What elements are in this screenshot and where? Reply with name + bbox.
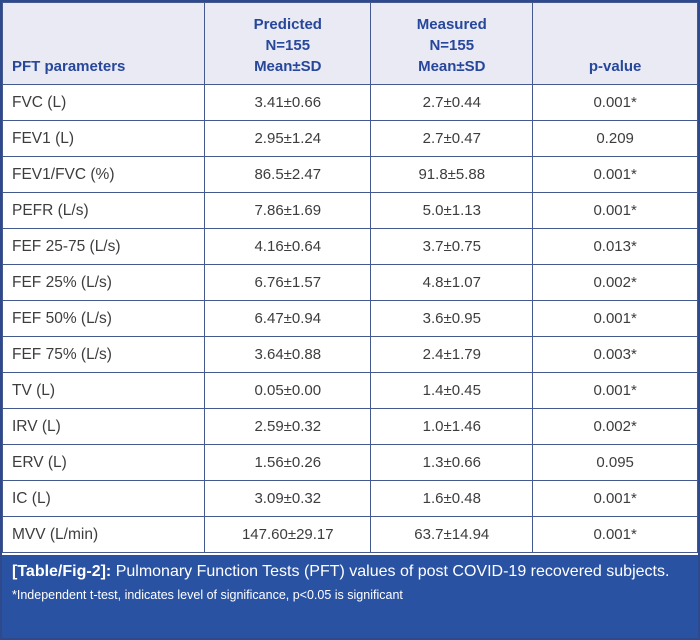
measured-cell: 4.8±1.07	[370, 264, 534, 301]
predicted-cell: 3.09±0.32	[204, 480, 372, 517]
measured-cell: 2.7±0.44	[370, 84, 534, 121]
measured-cell: 2.7±0.47	[370, 120, 534, 157]
param-cell: IC (L)	[1, 480, 206, 517]
table-row: TV (L) 0.05±0.00 1.4±0.45 0.001*	[1, 372, 698, 409]
p-value-cell: 0.001*	[532, 300, 698, 337]
table-header: PFT parameters Predicted N=155 Mean±SD M…	[1, 2, 698, 85]
predicted-cell: 2.95±1.24	[204, 120, 372, 157]
p-value-cell: 0.209	[532, 120, 698, 157]
param-cell: FEF 25-75 (L/s)	[1, 228, 206, 265]
table-body: FVC (L) 3.41±0.66 2.7±0.44 0.001* FEV1 (…	[1, 84, 698, 553]
predicted-cell: 86.5±2.47	[204, 156, 372, 193]
p-value-cell: 0.001*	[532, 192, 698, 229]
table-row: FEF 50% (L/s) 6.47±0.94 3.6±0.95 0.001*	[1, 300, 698, 337]
measured-cell: 5.0±1.13	[370, 192, 534, 229]
predicted-cell: 6.47±0.94	[204, 300, 372, 337]
header-measured: Measured N=155 Mean±SD	[370, 2, 534, 85]
measured-cell: 1.4±0.45	[370, 372, 534, 409]
param-cell: TV (L)	[1, 372, 206, 409]
p-value-cell: 0.002*	[532, 264, 698, 301]
predicted-cell: 6.76±1.57	[204, 264, 372, 301]
predicted-cell: 4.16±0.64	[204, 228, 372, 265]
header-pft-parameters: PFT parameters	[1, 2, 206, 85]
header-p-value: p-value	[532, 2, 698, 85]
p-value-cell: 0.002*	[532, 408, 698, 445]
header-predicted: Predicted N=155 Mean±SD	[204, 2, 372, 85]
pft-table: PFT parameters Predicted N=155 Mean±SD M…	[1, 2, 698, 553]
p-value-cell: 0.001*	[532, 156, 698, 193]
predicted-cell: 3.41±0.66	[204, 84, 372, 121]
table-row: FEF 25-75 (L/s) 4.16±0.64 3.7±0.75 0.013…	[1, 228, 698, 265]
table-row: FEF 75% (L/s) 3.64±0.88 2.4±1.79 0.003*	[1, 336, 698, 373]
table-row: FEV1/FVC (%) 86.5±2.47 91.8±5.88 0.001*	[1, 156, 698, 193]
measured-cell: 1.0±1.46	[370, 408, 534, 445]
table-row: FEV1 (L) 2.95±1.24 2.7±0.47 0.209	[1, 120, 698, 157]
caption-line: [Table/Fig-2]: Pulmonary Function Tests …	[12, 562, 688, 582]
caption-footnote: *Independent t-test, indicates level of …	[12, 588, 403, 602]
table-row: IRV (L) 2.59±0.32 1.0±1.46 0.002*	[1, 408, 698, 445]
p-value-cell: 0.013*	[532, 228, 698, 265]
p-value-cell: 0.001*	[532, 372, 698, 409]
p-value-cell: 0.095	[532, 444, 698, 481]
measured-cell: 63.7±14.94	[370, 516, 534, 553]
table-row: IC (L) 3.09±0.32 1.6±0.48 0.001*	[1, 480, 698, 517]
measured-cell: 3.7±0.75	[370, 228, 534, 265]
header-row: PFT parameters Predicted N=155 Mean±SD M…	[1, 2, 698, 85]
table-row: FEF 25% (L/s) 6.76±1.57 4.8±1.07 0.002*	[1, 264, 698, 301]
param-cell: ERV (L)	[1, 444, 206, 481]
table-row: FVC (L) 3.41±0.66 2.7±0.44 0.001*	[1, 84, 698, 121]
figure-caption: [Table/Fig-2]: Pulmonary Function Tests …	[2, 555, 698, 638]
param-cell: MVV (L/min)	[1, 516, 206, 553]
param-cell: FEF 75% (L/s)	[1, 336, 206, 373]
param-cell: FEV1 (L)	[1, 120, 206, 157]
table-row: MVV (L/min) 147.60±29.17 63.7±14.94 0.00…	[1, 516, 698, 553]
p-value-cell: 0.003*	[532, 336, 698, 373]
measured-cell: 1.6±0.48	[370, 480, 534, 517]
measured-cell: 91.8±5.88	[370, 156, 534, 193]
param-cell: FVC (L)	[1, 84, 206, 121]
predicted-cell: 1.56±0.26	[204, 444, 372, 481]
measured-cell: 3.6±0.95	[370, 300, 534, 337]
table-row: ERV (L) 1.56±0.26 1.3±0.66 0.095	[1, 444, 698, 481]
predicted-cell: 0.05±0.00	[204, 372, 372, 409]
p-value-cell: 0.001*	[532, 480, 698, 517]
param-cell: PEFR (L/s)	[1, 192, 206, 229]
caption-label: [Table/Fig-2]:	[12, 563, 112, 580]
param-cell: IRV (L)	[1, 408, 206, 445]
predicted-cell: 3.64±0.88	[204, 336, 372, 373]
p-value-cell: 0.001*	[532, 84, 698, 121]
predicted-cell: 7.86±1.69	[204, 192, 372, 229]
p-value-cell: 0.001*	[532, 516, 698, 553]
measured-cell: 2.4±1.79	[370, 336, 534, 373]
predicted-cell: 147.60±29.17	[204, 516, 372, 553]
caption-text: Pulmonary Function Tests (PFT) values of…	[115, 563, 670, 580]
predicted-cell: 2.59±0.32	[204, 408, 372, 445]
measured-cell: 1.3±0.66	[370, 444, 534, 481]
param-cell: FEF 50% (L/s)	[1, 300, 206, 337]
param-cell: FEV1/FVC (%)	[1, 156, 206, 193]
param-cell: FEF 25% (L/s)	[1, 264, 206, 301]
table-row: PEFR (L/s) 7.86±1.69 5.0±1.13 0.001*	[1, 192, 698, 229]
